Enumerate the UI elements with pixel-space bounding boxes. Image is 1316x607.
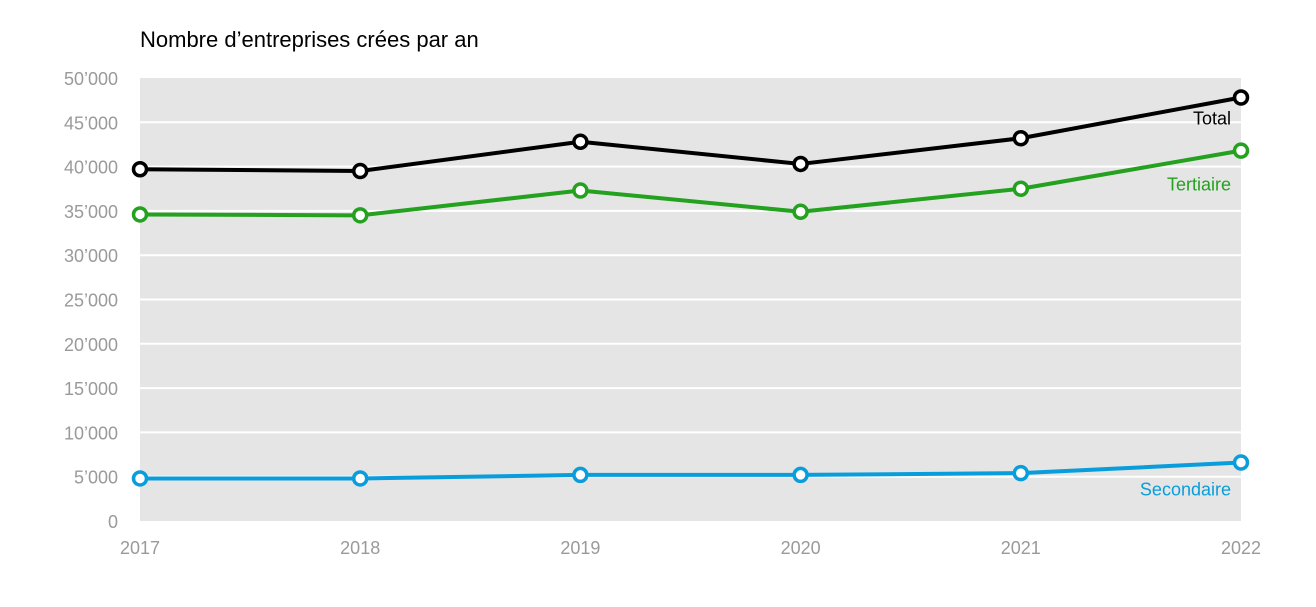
data-point <box>792 155 809 173</box>
data-point <box>1232 454 1250 471</box>
x-tick-label: 2022 <box>1221 538 1261 558</box>
x-tick-label: 2020 <box>781 538 821 558</box>
data-point <box>351 162 369 180</box>
data-point <box>792 466 809 484</box>
data-point <box>572 182 589 199</box>
series-label: Tertiaire <box>1167 175 1231 195</box>
x-tick-label: 2019 <box>560 538 600 558</box>
chart-title: Nombre d’entreprises crées par an <box>140 27 479 52</box>
data-point <box>1232 142 1250 159</box>
series-label: Secondaire <box>1140 480 1231 500</box>
data-point <box>572 133 589 151</box>
data-point <box>351 470 369 487</box>
y-tick-label: 45’000 <box>64 113 118 133</box>
y-tick-label: 30’000 <box>64 246 118 266</box>
data-point <box>131 206 149 223</box>
data-point <box>1232 89 1250 106</box>
series-line <box>139 148 1242 218</box>
y-tick-label: 20’000 <box>64 335 118 355</box>
y-axis: 0 5’000 10’000 15’000 20’000 25’000 30’000 35’0… <box>64 69 118 532</box>
series-total <box>131 89 1250 180</box>
y-tick-label: 0 <box>108 512 118 532</box>
y-tick-label: 15’000 <box>64 379 118 399</box>
x-axis: 2017 2018 2019 2020 2021 2022 <box>120 538 1261 558</box>
data-point <box>131 161 149 178</box>
data-point <box>131 470 149 487</box>
y-tick-label: 35’000 <box>64 202 118 222</box>
y-tick-label: 50’000 <box>64 69 118 89</box>
series-label: Total <box>1193 108 1231 128</box>
series-line <box>140 460 1242 481</box>
y-tick-label: 10’000 <box>64 423 118 443</box>
data-point <box>1012 464 1030 482</box>
data-point <box>792 203 809 221</box>
y-tick-label: 40’000 <box>64 158 118 178</box>
data-point <box>572 466 589 484</box>
y-tick-label: 5’000 <box>74 468 118 488</box>
series-tertiaire <box>131 142 1250 224</box>
series-labels: Total Tertiaire Secondaire <box>1140 108 1231 499</box>
data-point <box>1012 180 1030 197</box>
series-line <box>139 95 1242 174</box>
series-secondaire <box>131 454 1250 487</box>
x-tick-label: 2021 <box>1001 538 1041 558</box>
y-tick-label: 25’000 <box>64 291 118 311</box>
data-point <box>1012 129 1030 147</box>
x-tick-label: 2017 <box>120 538 160 558</box>
x-tick-label: 2018 <box>340 538 380 558</box>
data-point <box>351 207 369 224</box>
series-group <box>131 89 1250 487</box>
